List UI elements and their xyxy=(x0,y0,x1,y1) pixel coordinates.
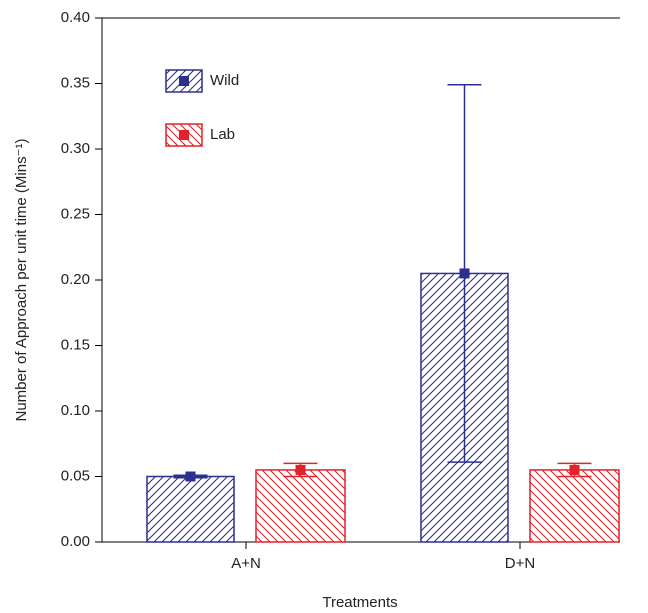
legend-label: Wild xyxy=(210,72,239,89)
y-tick-label: 0.10 xyxy=(61,402,90,419)
bar xyxy=(255,469,346,543)
y-tick-label: 0.15 xyxy=(61,336,90,353)
legend-label: Lab xyxy=(210,126,235,143)
x-axis-label: Treatments xyxy=(322,594,397,611)
marker xyxy=(459,268,470,279)
bar xyxy=(529,469,620,543)
marker xyxy=(295,464,306,475)
bar xyxy=(146,475,235,543)
y-tick-label: 0.00 xyxy=(61,533,90,550)
y-tick-label: 0.40 xyxy=(61,9,90,26)
marker xyxy=(185,471,196,482)
y-tick-label: 0.20 xyxy=(61,271,90,288)
legend-marker xyxy=(179,130,189,140)
y-tick-label: 0.35 xyxy=(61,74,90,91)
legend-marker xyxy=(179,76,189,86)
marker xyxy=(569,464,580,475)
y-tick-label: 0.05 xyxy=(61,467,90,484)
x-tick-label: A+N xyxy=(231,555,261,572)
y-tick-label: 0.25 xyxy=(61,205,90,222)
y-axis-label: Number of Approach per unit time (Mins⁻¹… xyxy=(13,138,30,421)
x-tick-label: D+N xyxy=(505,555,535,572)
y-tick-label: 0.30 xyxy=(61,140,90,157)
